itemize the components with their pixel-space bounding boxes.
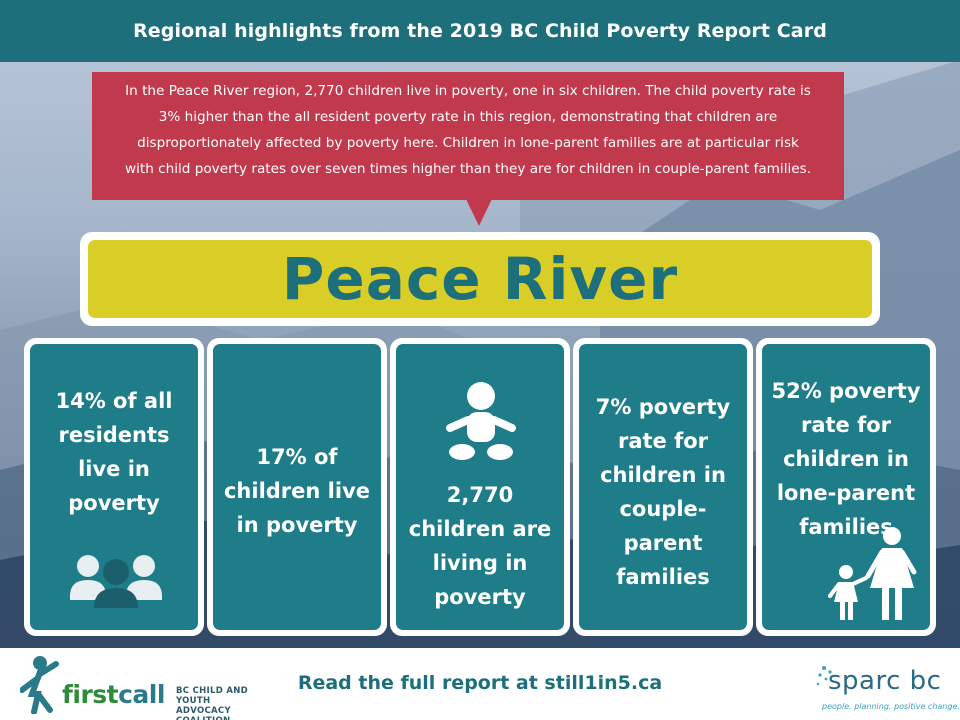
stat-card-residents: 14% of all residents live in poverty [24, 338, 204, 636]
region-banner: Peace River [80, 232, 880, 326]
stat-text: 7% poverty rate for children in couple- … [595, 395, 731, 589]
firstcall-figure-icon [20, 656, 59, 714]
sparc-bc-logo: sparc bc people. planning. positive chan… [812, 658, 960, 718]
stat-card-couple-parent: 7% poverty rate for children in couple- … [573, 338, 753, 636]
baby-icon [446, 382, 516, 460]
callout-line: In the Peace River region, 2,770 childre… [125, 83, 811, 99]
people-group-icon [70, 555, 162, 608]
firstcall-logo: firstcall BC CHILD AND YOUTH ADVOCACY CO… [16, 654, 276, 720]
stat-card-lone-parent: 52% poverty rate for children in lone-pa… [756, 338, 936, 636]
stat-text: 14% of all residents live in poverty [55, 389, 173, 515]
read-report-link[interactable]: Read the full report at still1in5.ca [297, 672, 663, 694]
callout-line: 3% higher than the all resident poverty … [158, 109, 778, 125]
firstcall-wordmark: firstcall [62, 680, 165, 709]
stat-card-children: 17% of children live in poverty [207, 338, 387, 636]
callout-line: with child poverty rates over seven time… [124, 161, 812, 177]
stat-text: 17% of children live in poverty [223, 445, 370, 537]
stat-card-count: 2,770 children are living in poverty [390, 338, 570, 636]
footer: firstcall BC CHILD AND YOUTH ADVOCACY CO… [0, 648, 960, 720]
sparc-dots-icon [816, 666, 832, 686]
region-name: Peace River [281, 245, 679, 313]
callout-pointer [466, 199, 492, 226]
sparc-wordmark: sparc bc [828, 666, 942, 696]
stat-text: 52% poverty rate for children in lone-pa… [771, 379, 921, 539]
page-title: Regional highlights from the 2019 BC Chi… [133, 20, 827, 42]
summary-callout: In the Peace River region, 2,770 childre… [92, 72, 844, 226]
mother-child-icon [828, 527, 917, 620]
sparc-tagline: people. planning. positive change. [822, 702, 960, 711]
callout-line: disproportionately affected by poverty h… [137, 135, 799, 151]
header-bar: Regional highlights from the 2019 BC Chi… [0, 0, 960, 62]
stat-text: 2,770 children are living in poverty [408, 483, 552, 609]
firstcall-subtitle: BC CHILD AND YOUTH ADVOCACY COALITION [176, 686, 248, 720]
